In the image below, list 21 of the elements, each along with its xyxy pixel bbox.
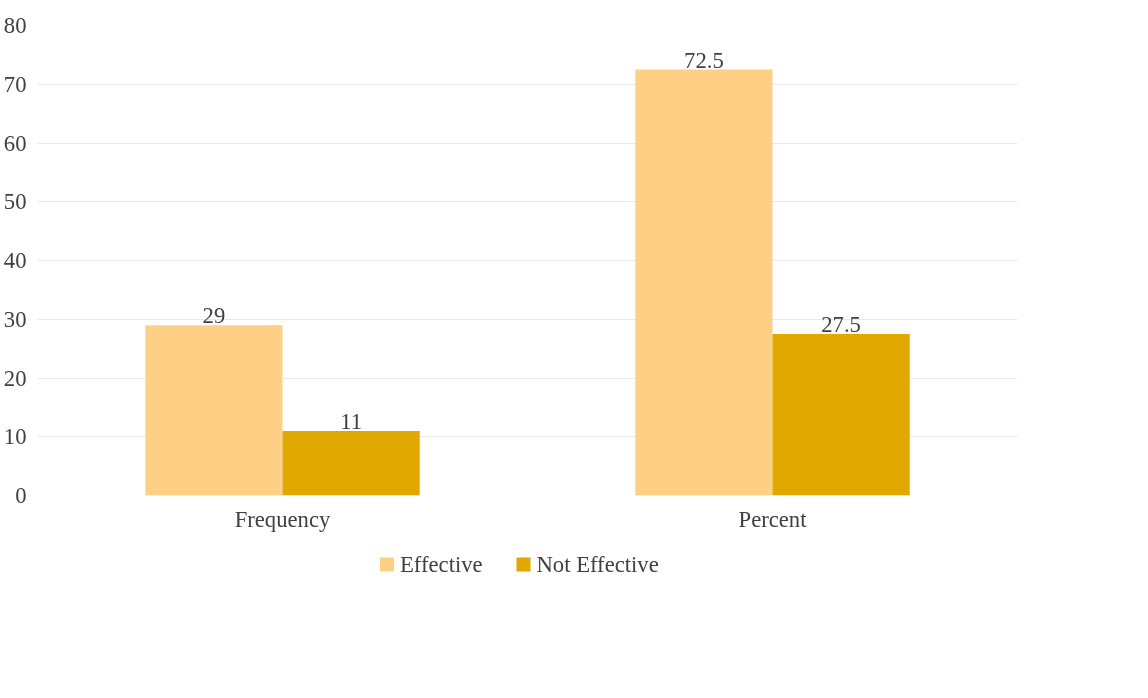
x-tick-label: Percent <box>738 506 808 532</box>
bar <box>772 333 910 496</box>
y-tick-label: 60 <box>3 130 27 156</box>
data-label: 29 <box>202 303 226 329</box>
bar <box>145 325 283 496</box>
legend-label: Effective <box>400 552 483 577</box>
y-tick-label: 50 <box>3 189 27 215</box>
data-label: 11 <box>340 408 363 434</box>
bar <box>635 69 773 496</box>
bar <box>282 430 420 496</box>
data-label: 27.5 <box>821 311 861 337</box>
x-tick-label: Frequency <box>234 506 331 532</box>
y-tick-label: 0 <box>15 483 27 508</box>
data-label: 72.5 <box>684 47 724 73</box>
y-tick-label: 20 <box>3 365 27 391</box>
y-tick-label: 30 <box>3 306 27 332</box>
y-tick-label: 10 <box>3 424 27 450</box>
y-tick-label: 40 <box>3 248 27 273</box>
y-tick-label: 80 <box>3 13 27 38</box>
y-tick-label: 70 <box>3 71 27 97</box>
legend-label: Not Effective <box>536 552 659 577</box>
